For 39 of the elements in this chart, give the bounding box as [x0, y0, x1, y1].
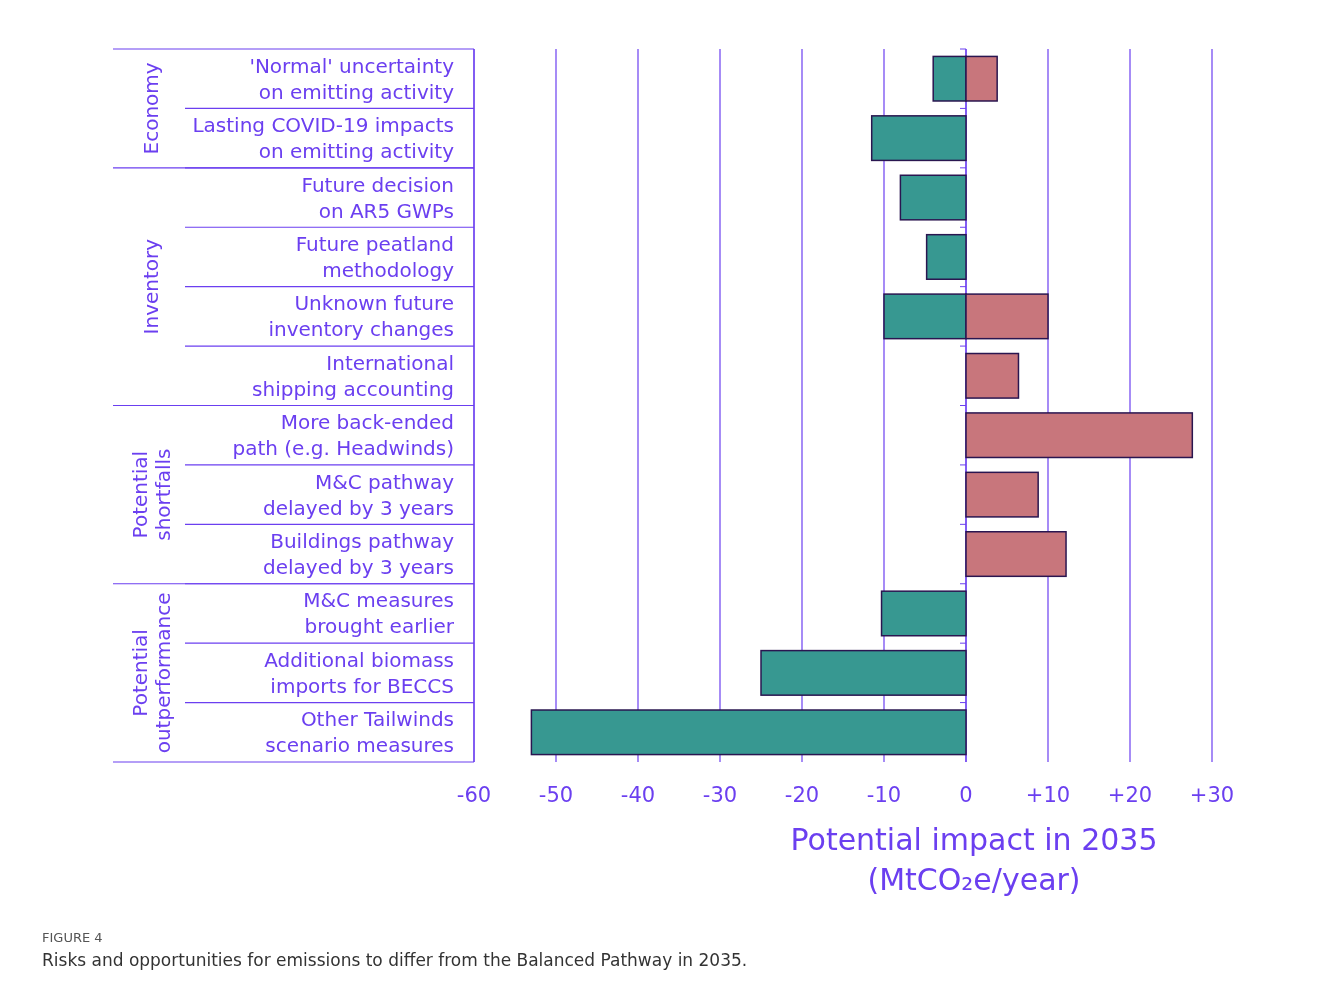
bar	[880, 590, 967, 637]
text: Potential shortfalls	[128, 448, 175, 541]
x-tick-label: +20	[1107, 783, 1153, 807]
bar	[925, 233, 967, 280]
y-tick-label: Unknown future inventory changes	[268, 291, 454, 342]
x-tick-label: -50	[538, 783, 574, 807]
x-axis-title: Potential impact in 2035 (MtCO₂e/year)	[790, 822, 1158, 897]
y-tick-label: Additional biomass imports for BECCS	[264, 647, 454, 698]
y-tick-label: 'Normal' uncertainty on emitting activity	[249, 53, 455, 104]
y-tick-label: More back-ended path (e.g. Headwinds)	[232, 410, 454, 461]
y-tick-label: International shipping accounting	[252, 350, 454, 401]
y-tick-label: Future decision on AR5 GWPs	[301, 172, 454, 223]
x-tick-label: 0	[959, 783, 973, 807]
text: Potential outperformance	[128, 592, 175, 754]
x-tick-label: +10	[1025, 783, 1071, 807]
y-tick-label: Buildings pathway delayed by 3 years	[262, 529, 455, 580]
x-tick-label: -20	[784, 783, 820, 807]
y-tick-label: Lasting COVID-19 impacts on emitting activity	[192, 113, 455, 164]
y-tick-label: M&C pathway delayed by 3 years	[262, 469, 455, 520]
text: Economy	[139, 62, 163, 155]
bar	[530, 709, 967, 756]
text: Risks and opportunities for emissions to differ from the Balanced Pathway in 2035.	[42, 950, 748, 970]
x-tick-label: -40	[620, 783, 656, 807]
x-tick-label: -10	[866, 783, 902, 807]
x-tick-label: +30	[1189, 783, 1235, 807]
bar	[870, 115, 967, 162]
y-tick-label: Other Tailwinds scenario measures	[265, 707, 454, 758]
x-tick-label: -30	[702, 783, 738, 807]
x-tick-label: -60	[456, 783, 492, 807]
bar	[965, 412, 1194, 459]
y-tick-label: Future peatland methodology	[295, 231, 455, 282]
bar	[760, 649, 967, 696]
bar	[965, 471, 1039, 518]
text: Inventory	[139, 238, 163, 335]
bar	[965, 531, 1067, 578]
bar	[965, 352, 1020, 399]
bar	[899, 174, 967, 221]
caption: FIGURE 4	[42, 930, 103, 945]
y-tick-label: M&C measures brought earlier	[303, 588, 455, 639]
